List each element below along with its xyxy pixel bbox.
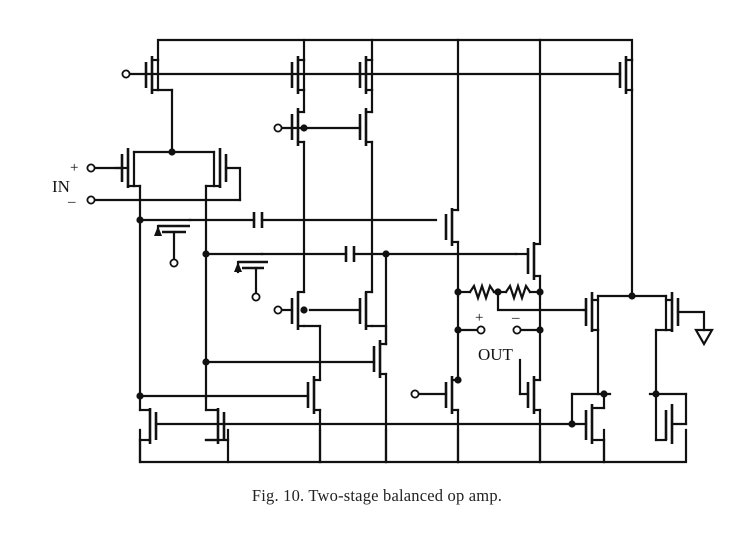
cmfb-resistors xyxy=(456,282,586,312)
input-diff-pair xyxy=(94,88,242,400)
cascode-pmos-transistors xyxy=(281,88,374,146)
out-plus-label: + xyxy=(475,310,483,326)
junction-dots xyxy=(136,124,660,428)
bottom-nmos-mirrors xyxy=(138,394,574,464)
open-terminals xyxy=(86,69,522,399)
labels: IN + – OUT + – xyxy=(52,160,520,364)
out-label: OUT xyxy=(478,345,514,364)
common-mode-devices xyxy=(138,218,268,296)
output-pmos xyxy=(444,38,542,298)
bias-line-1 xyxy=(128,58,634,92)
output-nmos xyxy=(418,358,542,464)
in-plus-label: + xyxy=(70,160,78,176)
in-label: IN xyxy=(52,177,70,196)
out-minus-label: – xyxy=(511,310,520,326)
output-stage xyxy=(138,140,388,464)
top-pmos-transistors xyxy=(144,56,634,94)
compensation-capacitors xyxy=(188,212,518,262)
cmfb-amplifier xyxy=(570,88,714,464)
figure-caption: Fig. 10. Two-stage balanced op amp. xyxy=(251,486,503,505)
in-minus-label: – xyxy=(67,194,76,210)
top-rail xyxy=(156,38,634,62)
